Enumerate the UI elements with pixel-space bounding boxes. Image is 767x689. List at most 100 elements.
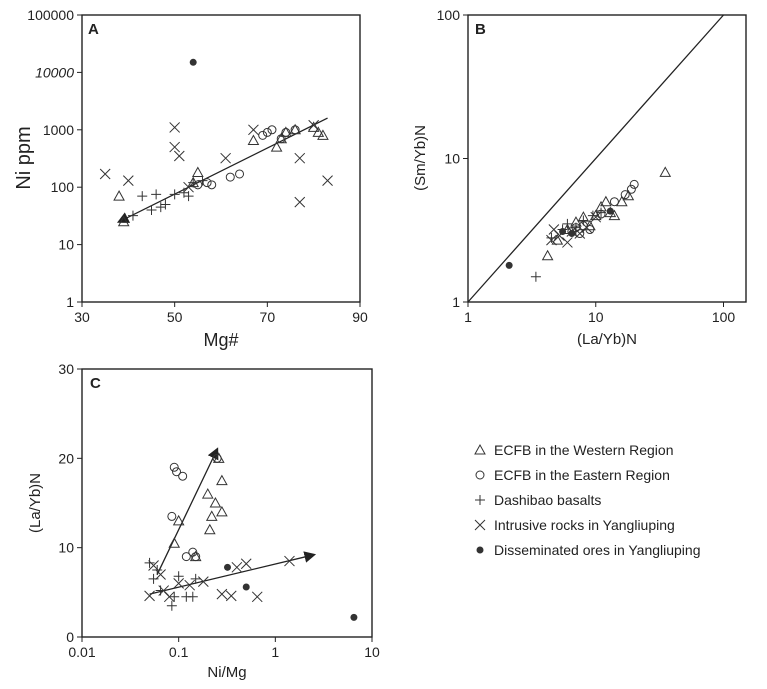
legend-triangle-marker <box>474 443 486 455</box>
panel-c-plus-point <box>152 565 163 575</box>
panel-a-x-point <box>169 122 181 133</box>
panel-c-x-point <box>225 590 237 602</box>
panel-b-dot-point <box>568 230 576 238</box>
panel-a-circle-point <box>202 178 212 188</box>
panel-a-circle-point <box>225 172 235 182</box>
panel-c-ticks: 0.01 0.1 1 10 0 10 20 30 <box>58 361 380 660</box>
panel-b-ytick-label: 10 <box>444 151 460 167</box>
panel-a-plus-point <box>155 202 166 213</box>
panel-b-triangle-point <box>622 189 635 201</box>
panel-a-trendlines <box>116 117 328 223</box>
panel-a-x-point <box>169 141 181 153</box>
panel-c-plus-point <box>166 600 177 611</box>
panel-c-circle-point <box>172 467 182 477</box>
panel-c-dot-point <box>223 563 231 571</box>
panel-c-circle-point <box>169 462 179 472</box>
panel-c-x-point <box>216 588 228 600</box>
panel-a-x-point <box>248 124 259 136</box>
legend-entry-label: ECFB in the Western Region <box>494 442 674 458</box>
panel-a-triangle-point <box>307 121 320 132</box>
panel-c-circle-point <box>191 552 201 562</box>
panel-a-plus-point <box>169 189 180 200</box>
panel-c-plus-point <box>148 573 159 584</box>
panel-c-x-point <box>173 578 185 589</box>
panel-a-circle-point <box>276 134 286 144</box>
panel-a-circle-point <box>281 127 291 137</box>
panel-a-dot-point <box>189 58 197 66</box>
panel-b-x-point <box>546 234 557 246</box>
panel-c-triangle-point <box>209 496 222 508</box>
panel-a-trendline <box>116 117 328 223</box>
panel-c-ytick-label: 0 <box>66 629 74 645</box>
legend-dot-marker <box>476 546 484 554</box>
panel-a-letter: A <box>88 21 99 38</box>
panel-c-triangle-point <box>205 510 218 521</box>
panel-b-circle-point <box>609 197 619 207</box>
panel-b-points <box>505 166 672 282</box>
panel-a-ytick-label: 10 <box>58 237 74 253</box>
panel-b-frame <box>467 14 747 303</box>
panel-c-trendline <box>156 447 219 575</box>
panel-b-dot-point <box>606 207 614 215</box>
panel-c-triangle-point <box>168 537 181 548</box>
panel-a-x-point <box>99 168 111 180</box>
panel-b-x-point <box>590 211 602 223</box>
panel-c-circle-point <box>212 453 222 463</box>
panel-b-xtick-label: 10 <box>588 309 604 325</box>
panel-b-triangle-point <box>551 234 564 245</box>
panel-a-xtick-label: 90 <box>352 309 368 325</box>
panel-c-circle-point <box>178 471 188 481</box>
panel-b-circle-point <box>620 190 630 200</box>
panel-c-plus-point <box>173 571 184 582</box>
panel-c-circle-point <box>167 511 177 521</box>
panel-c-xlabel: Ni/Mg <box>207 664 246 681</box>
panel-a-x-point <box>322 175 333 187</box>
panel-c-x-point <box>240 558 252 570</box>
panel-b-circle-point <box>585 225 595 235</box>
panel-c-dot-point <box>242 583 250 591</box>
panel-a-x-point <box>220 152 231 164</box>
panel-b: B 1 10 100 1 10 100 (Sm/Yb)N (La/Yb)N <box>412 7 747 348</box>
panel-a-circle-point <box>258 130 268 140</box>
panel-a-plus-point <box>197 175 208 186</box>
panel-c-triangle-point <box>216 474 228 486</box>
panel-c-x-point <box>251 591 263 603</box>
panel-a-x-point <box>173 150 185 162</box>
panel-a-plus-point <box>137 191 148 202</box>
panel-c-ytick-label: 30 <box>58 361 74 377</box>
panel-c-xtick-label: 0.01 <box>68 644 95 660</box>
panel-c-letter: C <box>90 375 101 392</box>
legend-x-marker <box>474 519 486 531</box>
panel-a-x-point <box>294 196 306 208</box>
panel-a-ytick-label: 1 <box>66 294 74 310</box>
panel-c-x-point <box>231 561 243 573</box>
panel-a-plus-point <box>146 205 157 216</box>
panel-a-triangle-point <box>247 134 260 146</box>
panel-b-triangle-point <box>600 195 612 207</box>
panel-a-ylabel: Ni ppm <box>13 126 35 189</box>
legend-circle-marker <box>475 470 485 480</box>
panel-a-circle-point <box>290 125 300 135</box>
panel-c-x-point <box>155 569 166 580</box>
panel-a-circle-point <box>262 127 272 137</box>
panel-b-ytick-label: 100 <box>437 7 461 23</box>
panel-a-x-point <box>308 119 320 131</box>
panel-a-ytick-label: 1000 <box>43 122 74 138</box>
panel-b-circle-point <box>575 229 585 239</box>
panel-a-x-point <box>122 175 134 187</box>
panel-a-triangle-point <box>270 141 283 152</box>
legend-entry-label: ECFB in the Eastern Region <box>494 467 670 483</box>
panel-b-x-point <box>562 237 573 248</box>
panel-c-frame <box>81 368 373 638</box>
panel-c-x-point <box>284 555 295 567</box>
panel-c-xtick-label: 1 <box>271 644 279 660</box>
panel-c: C 0.01 0.1 1 10 0 10 20 30 (La/Yb)N Ni/Mg <box>27 361 380 681</box>
panel-b-plus-point <box>546 232 557 243</box>
panel-b-ticks: 1 10 100 1 10 100 <box>437 7 736 325</box>
panel-a-ytick-label: 100000 <box>27 7 74 23</box>
panel-c-plus-point <box>169 591 180 602</box>
panel-a-frame <box>81 14 361 303</box>
legend-plus-marker <box>475 495 485 505</box>
panel-b-triangle-point <box>659 166 672 177</box>
